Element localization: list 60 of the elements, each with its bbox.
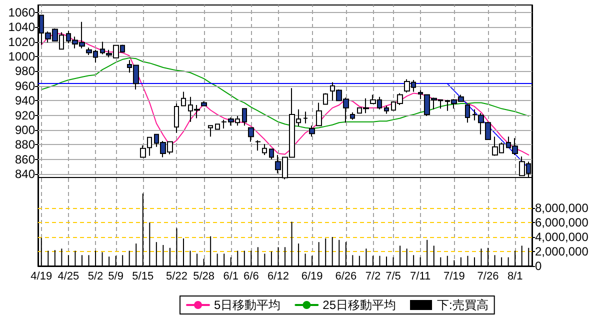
x-tick-label: 4/25	[58, 270, 80, 282]
candlestick	[309, 125, 315, 138]
x-tick-label: 7/11	[410, 270, 431, 282]
x-tick-label: 7/5	[386, 270, 401, 282]
candlestick	[323, 92, 328, 105]
legend-label: 5日移動平均	[214, 298, 281, 312]
y-tick-label: 900	[14, 122, 36, 137]
line-series	[40, 33, 530, 156]
x-tick-label: 6/6	[244, 270, 259, 282]
x-tick-label: 6/26	[335, 270, 357, 282]
y-tick-label: 1000	[8, 49, 36, 64]
candlestick	[255, 140, 261, 152]
x-tick-label: 5/22	[166, 270, 188, 282]
legend-label: 25日移動平均	[322, 298, 396, 312]
x-tick-label: 6/12	[268, 270, 289, 282]
y-tick-label: 880	[14, 138, 36, 152]
x-tick-label: 8/1	[507, 270, 523, 282]
y-tick-label: 960	[14, 78, 36, 93]
candlestick	[269, 148, 274, 160]
y-tick-label: 980	[14, 64, 36, 78]
candlestick	[384, 105, 389, 114]
candlestick	[472, 108, 477, 121]
candlestick	[316, 102, 322, 126]
candlestick	[303, 111, 308, 124]
y-tick-label: 920	[14, 108, 36, 122]
y2-tick-label: 0	[535, 259, 542, 273]
y-tick-label: 860	[14, 152, 36, 166]
y2-tick-label: 4,000,000	[535, 230, 589, 244]
candlestick	[201, 100, 207, 106]
legend-label: 下:売買高	[437, 298, 488, 312]
y2-tick-label: 2,000,000	[535, 244, 589, 258]
y-tick-label: 1040	[8, 20, 36, 34]
y2-tick-label: 6,000,000	[535, 216, 589, 230]
candlestick	[215, 124, 220, 130]
y-tick-label: 1020	[8, 34, 36, 49]
candlestick	[174, 103, 179, 134]
candlestick	[242, 108, 247, 126]
x-tick-label: 5/9	[108, 270, 124, 282]
x-tick-label: 7/26	[477, 270, 499, 282]
y-tick-label: 840	[14, 167, 36, 182]
x-tick-label: 7/19	[443, 270, 465, 282]
candlestick	[147, 136, 152, 156]
y-tick-label: 1060	[8, 5, 36, 20]
y2-tick-label: 8,000,000	[535, 201, 589, 215]
x-tick-label: 6/1	[223, 270, 239, 282]
x-tick-label: 6/19	[301, 270, 323, 282]
y-tick-label: 940	[14, 94, 36, 108]
candlestick	[248, 127, 254, 142]
x-tick-label: 5/28	[193, 270, 215, 282]
line-series	[40, 57, 530, 130]
x-tick-label: 7/2	[365, 270, 381, 282]
x-tick-label: 5/2	[88, 270, 104, 282]
candlestick	[262, 143, 267, 156]
x-tick-label: 4/19	[30, 270, 52, 282]
candlestick	[140, 144, 146, 158]
candlestick	[465, 104, 470, 124]
candlestick	[208, 125, 213, 138]
x-tick-label: 5/15	[132, 270, 154, 282]
candlestick	[181, 91, 186, 106]
candlestick	[350, 112, 355, 120]
